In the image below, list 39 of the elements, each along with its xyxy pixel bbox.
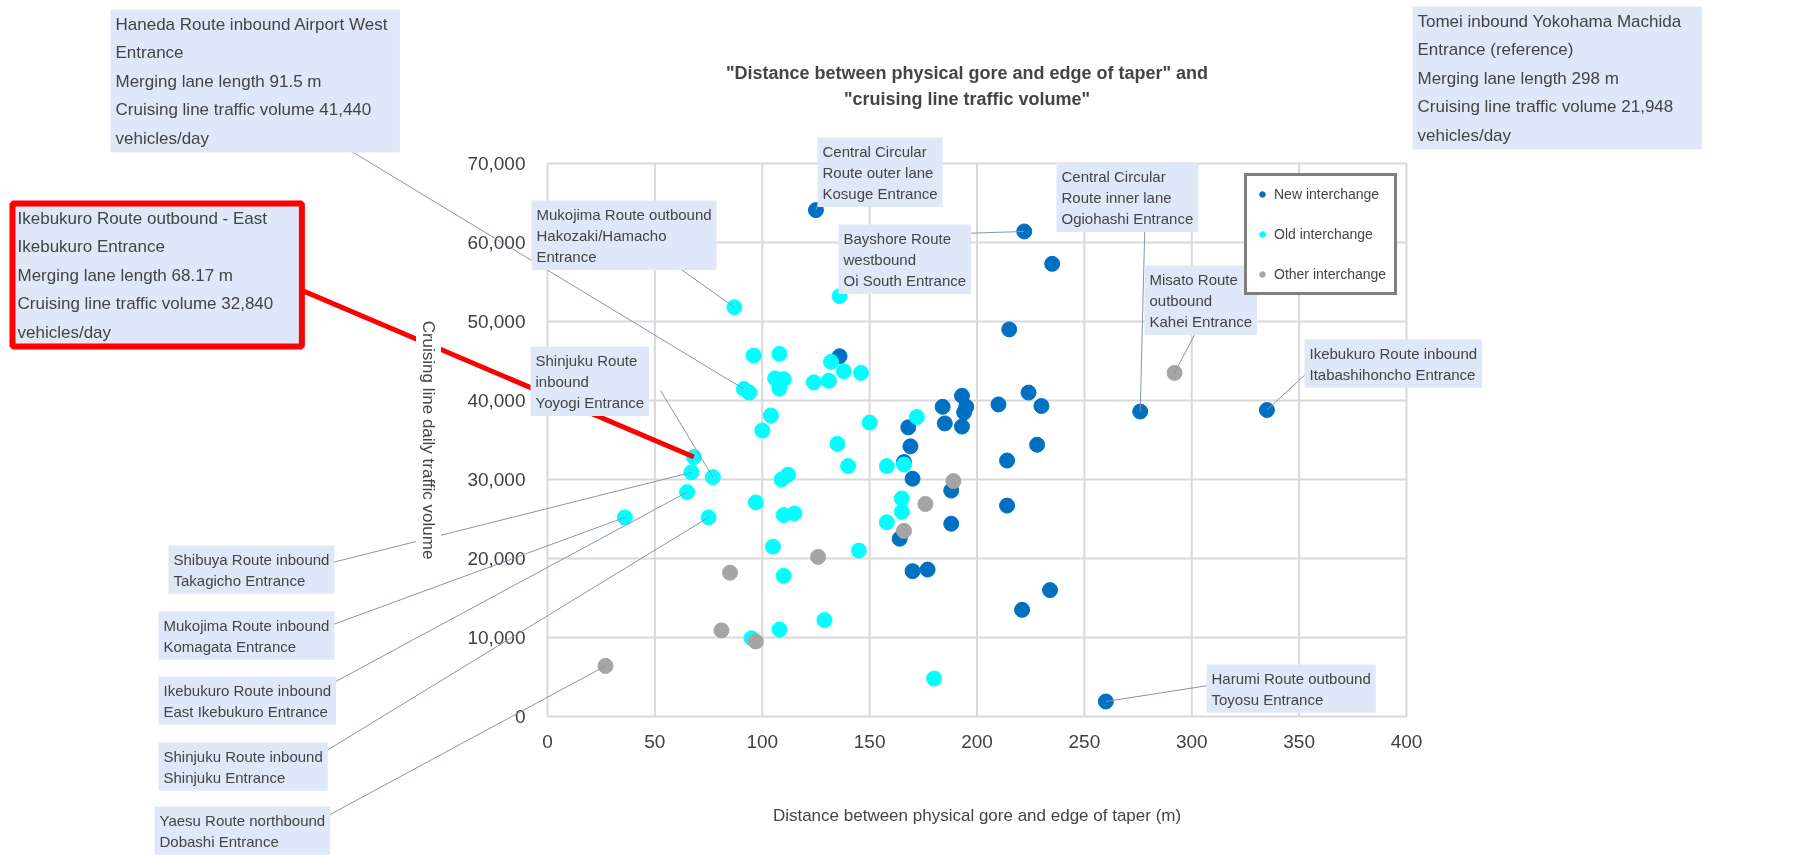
x-tick-label: 0 <box>542 730 553 752</box>
annotation: Ikebukuro Route inbound Itabashihoncho Entrance <box>1309 344 1478 383</box>
x-tick-label: 400 <box>1390 730 1423 752</box>
annotation: Shinjuku Route inbound Shinjuku Entrance <box>163 747 323 786</box>
y-tick-label: 20,000 <box>467 548 526 569</box>
legend-label: Old interchange <box>1274 226 1373 242</box>
x-tick-label: 300 <box>1175 730 1208 752</box>
annotation: Ikebukuro Route outbound - East Ikebukuro Entrance Merging lane length 68.17 m Cruising line traffic volume 32,840 vehicles/day <box>17 208 274 342</box>
x-tick-label: 250 <box>1068 730 1101 752</box>
legend-label: Other interchange <box>1274 266 1387 282</box>
y-tick-label: 60,000 <box>467 232 526 253</box>
y-axis-title: Cruising line daily traffic volume <box>419 320 438 560</box>
annotation: Mukojima Route inbound Komagata Entrance <box>163 616 330 655</box>
y-tick-label: 0 <box>514 706 526 727</box>
annotation: Yaesu Route northbound Dobashi Entrance <box>159 811 326 850</box>
annotation: Ikebukuro Route inbound East Ikebukuro Entrance <box>163 681 332 720</box>
annotation: Shinjuku Route inbound Yoyogi Entrance <box>535 351 645 411</box>
x-tick-label: 50 <box>644 730 666 752</box>
y-tick-label: 40,000 <box>467 390 526 411</box>
legend-label: New interchange <box>1274 186 1380 202</box>
x-axis-title: Distance between physical gore and edge of taper (m) <box>772 806 1182 825</box>
chart-title: "Distance between physical gore and edge of taper" and "cruising line traffic volume" <box>725 62 1209 109</box>
text: Tomei inbound Yokohama Machida Entrance (reference) Merging lane length 298 m Cruising line traffic volume 21,948 vehicles/day <box>1417 11 1682 145</box>
annotation: Mukojima Route outbound Hakozaki/Hamacho Entrance <box>536 205 712 265</box>
annotation: Bayshore Route westbound Oi South Entrance <box>842 229 967 289</box>
y-tick-label: 10,000 <box>467 627 526 648</box>
y-tick-label: 70,000 <box>467 153 526 174</box>
x-tick-label: 350 <box>1283 730 1315 752</box>
annotation: Misato Route outbound Kahei Entrance <box>1149 270 1253 330</box>
y-tick-label: 50,000 <box>467 311 526 332</box>
y-tick-label: 30,000 <box>467 469 526 490</box>
annotation: Central Circular Route outer lane Kosuge Entrance <box>822 142 938 202</box>
x-tick-label: 150 <box>853 730 886 752</box>
annotation: Haneda Route inbound Airport West Entrance Merging lane length 91.5 m Cruising line traffic volume 41,440 vehicles/day <box>115 14 388 148</box>
annotation: Central Circular Route inner lane Ogiohashi Entrance <box>1061 167 1194 227</box>
x-tick-label: 200 <box>961 730 993 752</box>
x-tick-label: 100 <box>746 730 779 752</box>
annotation: Shibuya Route inbound Takagicho Entrance <box>173 550 330 589</box>
annotation: Harumi Route outbound Toyosu Entrance <box>1211 669 1371 708</box>
